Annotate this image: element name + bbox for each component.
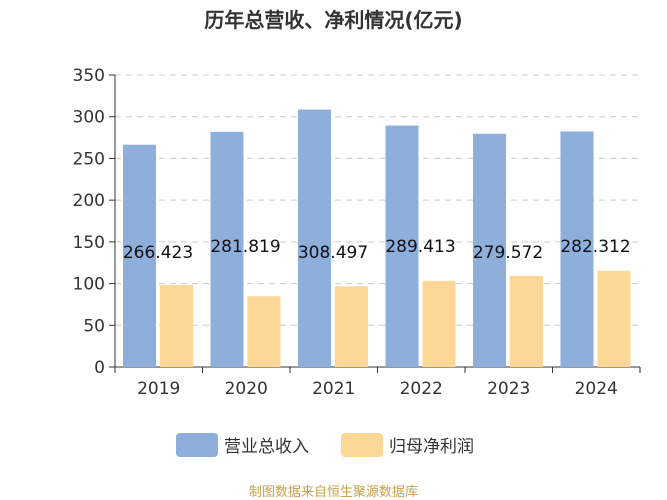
- y-tick-label: 0: [94, 358, 105, 378]
- legend-item-net-profit[interactable]: 归母净利润: [341, 433, 474, 457]
- net-profit-bar[interactable]: [160, 285, 193, 367]
- y-tick-label: 150: [73, 233, 105, 253]
- legend-swatch: [176, 433, 218, 457]
- revenue-bar[interactable]: [473, 133, 506, 367]
- revenue-bar[interactable]: [385, 125, 419, 367]
- legend-item-revenue[interactable]: 营业总收入: [176, 433, 309, 457]
- x-tick-label: 2019: [137, 379, 180, 399]
- y-tick-label: 350: [73, 66, 105, 86]
- net-profit-bar[interactable]: [335, 286, 368, 367]
- x-tick-label: 2020: [225, 379, 268, 399]
- revenue-bar[interactable]: [210, 131, 244, 367]
- net-profit-bar[interactable]: [510, 275, 543, 367]
- revenue-value-label: 282.312: [560, 237, 630, 257]
- legend[interactable]: 营业总收入 归母净利润: [176, 433, 474, 457]
- axes: 0 50 100 150 200 250 300 350 2019 2020 2021 2022 202…: [73, 66, 641, 399]
- source-note: 制图数据来自恒生聚源数据库: [249, 484, 418, 500]
- revenue-value-label: 281.819: [210, 237, 280, 257]
- revenue-bar[interactable]: [123, 144, 156, 367]
- y-tick-label: 50: [83, 316, 105, 336]
- net-profit-bar[interactable]: [422, 280, 456, 367]
- revenue-bar[interactable]: [560, 131, 594, 367]
- x-tick-label: 2023: [487, 379, 530, 399]
- legend-label: 营业总收入: [224, 437, 309, 457]
- revenue-value-label: 279.572: [473, 243, 543, 263]
- x-tick-label: 2022: [400, 379, 443, 399]
- revenue-value-label: 289.413: [385, 237, 455, 257]
- net-profit-bar[interactable]: [597, 270, 631, 367]
- x-tick-label: 2021: [312, 379, 355, 399]
- revenue-value-label: 308.497: [298, 243, 368, 263]
- net-profit-bar[interactable]: [247, 296, 281, 367]
- data-labels: 266.423 281.819 308.497 289.413 279.572 282.3…: [123, 237, 631, 263]
- bars: [123, 109, 631, 367]
- x-tick-label: 2024: [575, 379, 618, 399]
- y-tick-label: 250: [73, 149, 105, 169]
- y-tick-label: 300: [73, 108, 105, 128]
- legend-swatch: [341, 433, 383, 457]
- chart-title: 历年总营收、净利情况(亿元): [204, 8, 462, 32]
- revenue-value-label: 266.423: [123, 243, 193, 263]
- y-tick-label: 100: [73, 275, 105, 295]
- legend-label: 归母净利润: [389, 437, 474, 457]
- y-tick-label: 200: [73, 191, 105, 211]
- revenue-bar[interactable]: [298, 109, 331, 367]
